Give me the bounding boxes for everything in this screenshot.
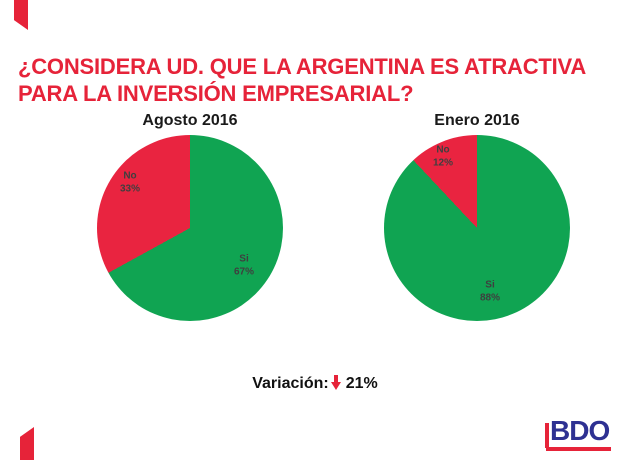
variation-row: Variación: 21% <box>0 375 630 393</box>
pie-slice-label-no: No 33% <box>119 170 141 195</box>
bdo-logo-text: BDO <box>550 415 610 446</box>
bdo-logo: BDO <box>545 416 612 451</box>
page-title-line-1: ¿CONSIDERA UD. QUE LA ARGENTINA ES ATRAC… <box>18 53 587 79</box>
pie-enero-2016: No 12% Si 88% <box>384 135 570 321</box>
pie-chart-agosto-2016: Agosto 2016 No 33% Si 67% <box>97 112 283 321</box>
variation-value: 21% <box>345 375 378 392</box>
pie-slice-label-no: No 12% <box>432 144 454 169</box>
variation-label: Variación: <box>252 375 329 392</box>
pie-slice-label-si: Si 67% <box>233 253 255 278</box>
down-arrow-icon <box>330 375 341 390</box>
page-title-line-2: PARA LA INVERSIÓN EMPRESARIAL? <box>18 81 414 106</box>
bdo-logo-red-bar <box>545 423 549 448</box>
chart-title: Enero 2016 <box>434 112 520 129</box>
pie-agosto-2016: No 33% Si 67% <box>97 135 283 321</box>
pie-chart-enero-2016: Enero 2016 No 12% Si 88% <box>384 112 570 321</box>
chart-title: Agosto 2016 <box>142 112 238 129</box>
bottom-left-ribbon-decoration <box>20 427 34 460</box>
page-title: ¿CONSIDERA UD. QUE LA ARGENTINA ES ATRAC… <box>18 53 618 108</box>
bdo-logo-red-underline <box>546 447 611 451</box>
pie-slice-label-si: Si 88% <box>479 279 501 304</box>
top-left-ribbon-decoration <box>14 0 28 30</box>
